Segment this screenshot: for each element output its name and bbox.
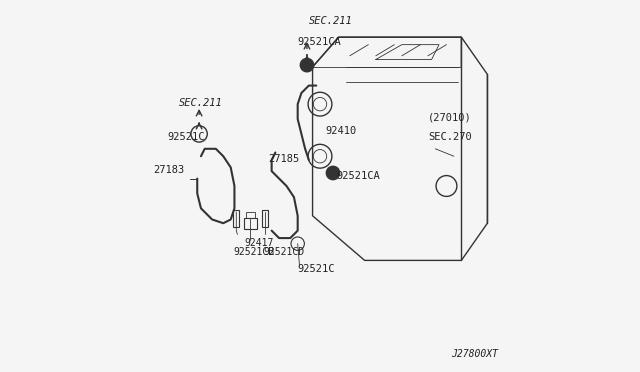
Text: 92521CB: 92521CB [234, 247, 275, 257]
Text: 27183: 27183 [153, 165, 184, 175]
Text: 92417: 92417 [244, 237, 273, 247]
Text: 92521CA: 92521CA [298, 36, 341, 46]
Text: 92521C: 92521C [297, 263, 335, 273]
Text: 27185: 27185 [269, 154, 300, 164]
Circle shape [300, 58, 314, 72]
Text: (27010): (27010) [428, 113, 472, 123]
Text: 92521CD: 92521CD [264, 247, 305, 257]
Bar [246, 212, 255, 218]
Text: 92521C: 92521C [168, 131, 205, 141]
Circle shape [326, 166, 340, 180]
Bar [262, 210, 268, 227]
Text: J27800XT: J27800XT [452, 349, 499, 359]
Text: SEC.211: SEC.211 [179, 98, 222, 108]
Text: SEC.270: SEC.270 [428, 131, 472, 141]
Bar [244, 218, 257, 229]
Text: 92521CA: 92521CA [337, 170, 381, 180]
Text: 92410: 92410 [326, 126, 357, 136]
Text: SEC.211: SEC.211 [309, 16, 353, 26]
Bar [232, 210, 239, 227]
